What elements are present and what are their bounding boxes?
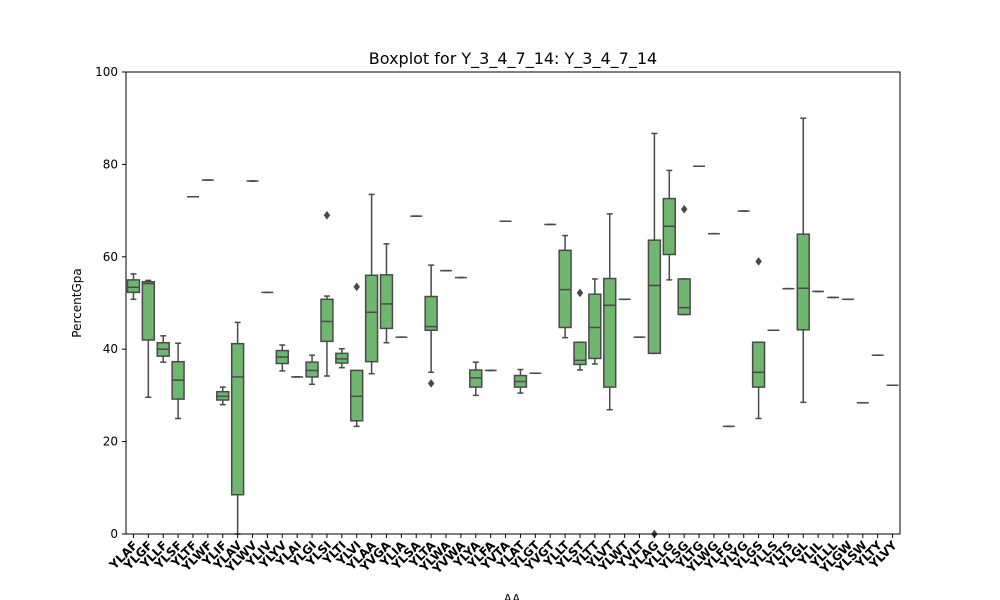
box-ylsi: [320, 210, 334, 377]
y-tick-label: 100: [95, 65, 118, 79]
box-ylvi: [350, 282, 364, 428]
box-yllf: [156, 335, 170, 363]
box-body: [126, 279, 141, 294]
box-yllg: [662, 169, 676, 281]
box-body: [603, 277, 617, 388]
outlier-point: [755, 257, 762, 266]
x-axis: YLAFYLGFYLLFYLSFYLTFYLWFYLIFYLAVYLWVYLIV…: [106, 534, 900, 577]
y-tick-label: 20: [103, 435, 118, 449]
box-ylsg: [677, 204, 691, 316]
box-yvga: [379, 243, 394, 344]
box-ylta: [424, 264, 438, 388]
box-ylav: [230, 321, 245, 535]
box-ylag: [647, 132, 662, 539]
box-body: [230, 342, 245, 496]
box-body: [573, 341, 587, 366]
box-body: [588, 293, 602, 360]
plot-frame: [125, 71, 901, 535]
x-axis-title: AA: [504, 592, 522, 600]
y-axis-title: PercentGpa: [70, 268, 84, 337]
box-body: [796, 233, 810, 331]
box-yllt: [558, 234, 572, 339]
box-ylti: [335, 347, 349, 369]
outlier-point: [576, 288, 584, 298]
y-axis: 0 20 40 60 80 100: [95, 65, 126, 541]
outlier-point: [353, 282, 361, 292]
box-ylya: [469, 361, 483, 397]
box-body: [424, 295, 438, 332]
box-body: [320, 298, 334, 343]
box-body: [647, 239, 662, 355]
box-body: [141, 280, 156, 341]
boxes-layer: [126, 117, 899, 539]
y-tick-label: 60: [103, 250, 118, 264]
outlier-point: [323, 210, 331, 220]
box-ylaa: [364, 193, 379, 375]
box-ylgf: [141, 279, 156, 398]
y-tick-label: 0: [110, 527, 118, 541]
box-ylgs: [751, 257, 766, 420]
box-body: [364, 274, 379, 363]
box-ylif: [216, 386, 230, 406]
box-ylgi: [305, 354, 319, 386]
box-ylat: [513, 368, 528, 394]
chart-title: Boxplot for Y_3_4_7_14: Y_3_4_7_14: [369, 49, 657, 69]
box-body: [677, 278, 691, 316]
box-ylgl: [796, 117, 810, 404]
box-ylsf: [171, 342, 185, 420]
outlier-point: [680, 204, 688, 214]
box-ylvt: [603, 213, 617, 411]
box-ylaf: [126, 273, 141, 301]
outlier-point: [427, 378, 435, 388]
box-body: [305, 361, 319, 378]
box-ylyv: [275, 344, 289, 372]
box-yltt: [588, 278, 602, 365]
box-body: [751, 341, 766, 388]
y-tick-label: 40: [103, 342, 118, 356]
box-ylst: [573, 288, 587, 371]
y-tick-label: 80: [103, 157, 118, 171]
box-body: [379, 274, 394, 330]
